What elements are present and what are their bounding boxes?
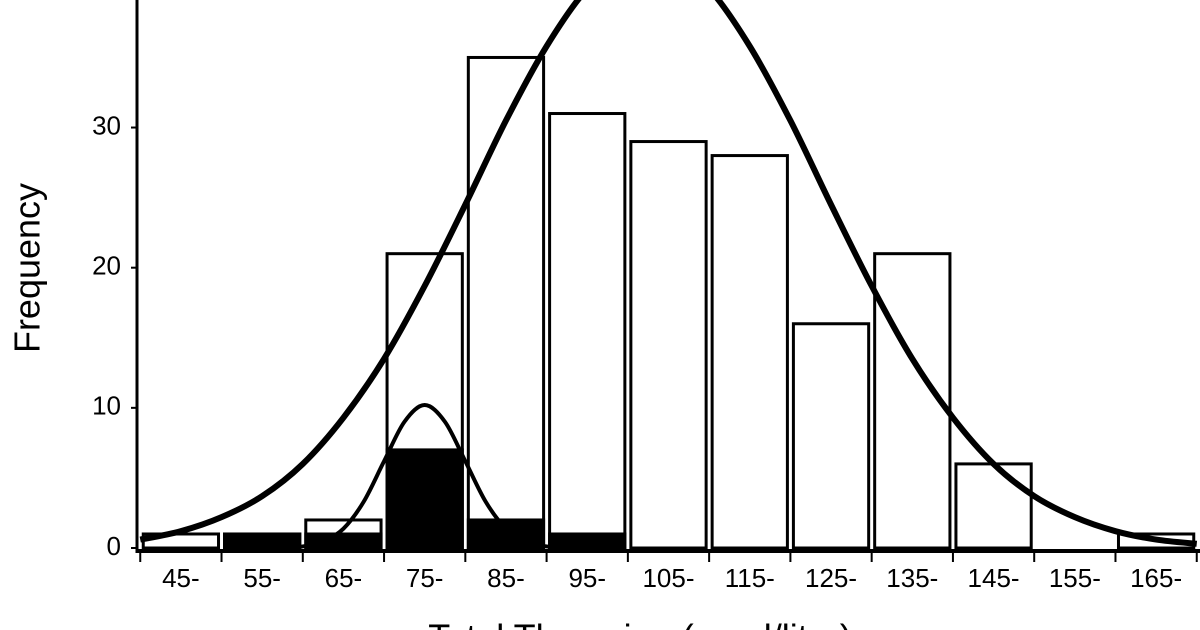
bar <box>304 532 383 550</box>
bar <box>548 112 627 550</box>
bar <box>466 55 546 550</box>
bar <box>223 532 302 550</box>
bar <box>629 140 708 550</box>
y-tick-label: 10 <box>92 391 121 421</box>
x-tick-label: 95- <box>568 563 606 593</box>
y-tick-label: 30 <box>92 110 121 140</box>
x-tick-label: 45- <box>162 563 200 593</box>
bar <box>385 448 464 550</box>
x-tick-label: 125- <box>805 563 857 593</box>
y-tick-label: 0 <box>107 531 121 561</box>
x-tick-label: 145- <box>968 563 1020 593</box>
x-tick-label: 115- <box>725 563 775 593</box>
x-axis-title: Total Thyroxine (nmol/liter) <box>428 617 851 630</box>
x-tick-label: 105- <box>642 563 694 593</box>
bars <box>137 55 1200 562</box>
curve <box>282 403 568 550</box>
bar <box>954 462 1033 550</box>
x-tick-label: 65- <box>325 563 363 593</box>
y-tick-label: 20 <box>92 251 121 281</box>
x-tick-label: 55- <box>243 563 281 593</box>
y-axis-title: Frequency <box>7 183 48 353</box>
bar <box>791 322 871 550</box>
bar <box>548 532 627 550</box>
x-tick-label: 135- <box>886 563 938 593</box>
x-tick-label: 155- <box>1049 563 1101 593</box>
bar <box>710 154 789 550</box>
x-tick-label: 165- <box>1130 563 1182 593</box>
curves <box>139 0 1198 550</box>
x-tick-label: 85- <box>487 563 525 593</box>
x-tick-label: 75- <box>406 563 444 593</box>
curve <box>139 0 1198 547</box>
